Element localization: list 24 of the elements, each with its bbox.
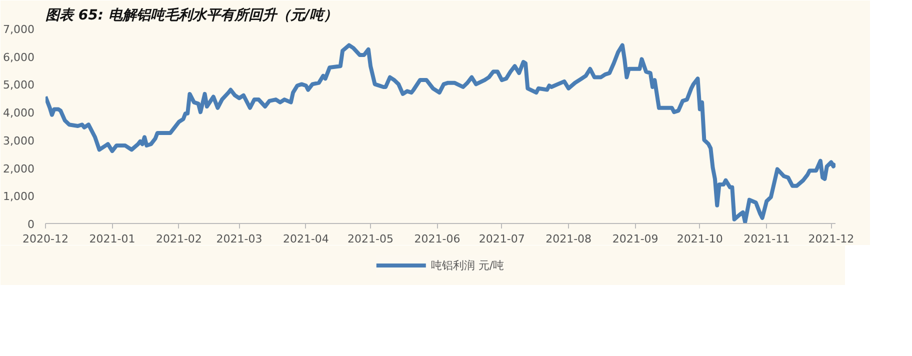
y-tick-label: 1,000	[3, 190, 35, 204]
x-tick-label: 2021-05	[348, 232, 394, 246]
line-series	[46, 43, 836, 224]
x-tick-label: 2021-02	[156, 232, 202, 246]
x-tick-label: 2021-04	[282, 232, 329, 246]
x-tick-label: 2021-12	[808, 232, 854, 246]
y-tick-label: 7,000	[3, 23, 35, 36]
x-tick-label: 2021-08	[546, 232, 592, 246]
y-tick-label: 4,000	[3, 106, 35, 120]
x-tick-label: 2021-07	[478, 232, 525, 246]
y-tick-label: 6,000	[3, 50, 35, 64]
x-tick-label: 2021-06	[414, 232, 460, 246]
y-tick-label: 0	[28, 218, 34, 231]
x-tick-label: 2021-09	[612, 232, 658, 246]
x-tick-label: 2021-01	[89, 232, 136, 246]
y-tick-label: 3,000	[3, 134, 35, 148]
x-tick-label: 2021-10	[676, 232, 723, 246]
x-tick-label: 2021-11	[744, 232, 790, 246]
y-tick-label: 5,000	[3, 78, 35, 92]
x-tick-label: 2020-12	[22, 232, 68, 246]
chart-title: 图表 65: 电解铝吨毛利水平有所回升（元/吨）	[46, 6, 338, 24]
y-tick-label: 2,000	[3, 162, 35, 176]
legend-label: 吨铝利润 元/吨	[430, 258, 504, 272]
x-tick-label: 2021-03	[216, 232, 262, 246]
